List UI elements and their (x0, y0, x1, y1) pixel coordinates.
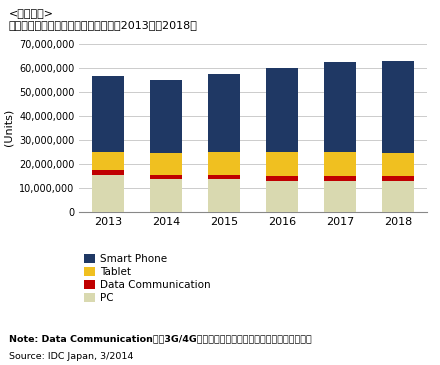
Legend: Smart Phone, Tablet, Data Communication, PC: Smart Phone, Tablet, Data Communication,… (84, 254, 211, 303)
Text: Source: IDC Japan, 3/2014: Source: IDC Japan, 3/2014 (9, 352, 133, 361)
Bar (92, 76, 124, 152)
Bar (150, 179, 182, 212)
Text: Note: Data Communicationは、3G/4Gパーソナルルータ、通信データカードが対象: Note: Data Communicationは、3G/4Gパーソナルルータ、… (9, 334, 312, 343)
Bar (208, 174, 240, 179)
Bar (92, 170, 124, 174)
Bar (382, 61, 414, 153)
Bar (266, 152, 298, 176)
Bar (150, 80, 182, 153)
Bar (266, 176, 298, 181)
Bar (382, 153, 414, 176)
Bar (324, 152, 356, 176)
Bar (92, 174, 124, 212)
Bar (208, 74, 240, 152)
Bar (266, 181, 298, 212)
Text: <参考資料>: <参考資料> (9, 9, 54, 19)
Bar (92, 152, 124, 170)
Bar (382, 176, 414, 181)
Text: 国内モバイルデバイス出荷台数予測、2013年～2018年: 国内モバイルデバイス出荷台数予測、2013年～2018年 (9, 20, 198, 30)
Bar (208, 179, 240, 212)
Bar (324, 62, 356, 152)
Bar (266, 68, 298, 152)
Bar (324, 181, 356, 212)
Bar (382, 181, 414, 212)
Bar (150, 174, 182, 179)
Y-axis label: (Units): (Units) (4, 109, 13, 146)
Bar (324, 176, 356, 181)
Bar (208, 152, 240, 174)
Bar (150, 153, 182, 174)
